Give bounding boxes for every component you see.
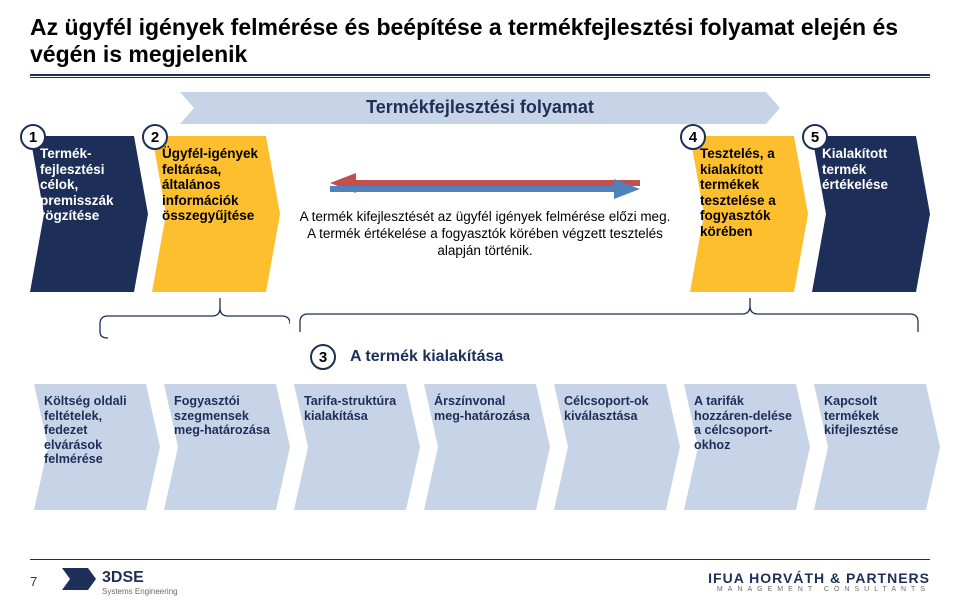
substep-3-label: Tarifa-struktúra kialakítása — [304, 394, 408, 423]
page-number: 7 — [30, 574, 48, 589]
subtitle-text: Termékfejlesztési folyamat — [366, 97, 594, 117]
center-column: A termék kifejlesztését az ügyfél igénye… — [284, 136, 686, 296]
center-text-1: A termék kifejlesztését az ügyfél igénye… — [300, 209, 671, 226]
center-text-2: A termék értékelése a fogyasztók körében… — [290, 226, 680, 260]
substep-2: Fogyasztói szegmensek meg-határozása — [164, 384, 290, 514]
substep-3: Tarifa-struktúra kialakítása — [294, 384, 420, 514]
substep-7-label: Kapcsolt termékek kifejlesztése — [824, 394, 928, 437]
step-4-label: Tesztelés, a kialakított termékek teszte… — [700, 146, 796, 239]
step-4: 4 Tesztelés, a kialakított termékek tesz… — [690, 136, 808, 296]
substep-6-label: A tarifák hozzáren-delése a célcsoport-o… — [694, 394, 798, 452]
right-logo-bottom: MANAGEMENT CONSULTANTS — [708, 586, 930, 593]
double-arrow-icon — [330, 173, 640, 199]
footer-left: 7 3DSE Systems Engineering — [30, 564, 192, 598]
brace-row — [30, 300, 930, 344]
step-5-label: Kialakított termék értékelése — [822, 146, 918, 193]
step-2-label: Ügyfél-igények feltárása, általános info… — [162, 146, 268, 224]
slide: Az ügyfél igények felmérése és beépítése… — [0, 0, 960, 608]
substep-2-label: Fogyasztói szegmensek meg-határozása — [174, 394, 278, 437]
footer: 7 3DSE Systems Engineering IFUA HORVÁTH … — [30, 559, 930, 598]
step-3-label: A termék kialakítása — [350, 348, 503, 366]
step-badge-3: 3 — [310, 344, 336, 370]
svg-text:3DSE: 3DSE — [102, 569, 144, 586]
svg-text:Systems Engineering: Systems Engineering — [102, 587, 178, 596]
step-2: 2 Ügyfél-igények feltárása, általános in… — [152, 136, 280, 296]
substep-4: Árszínvonal meg-határozása — [424, 384, 550, 514]
step-5: 5 Kialakított termék értékelése — [812, 136, 930, 296]
row2-header: 3 A termék kialakítása — [310, 344, 930, 370]
left-logo: 3DSE Systems Engineering — [62, 564, 192, 598]
right-logo: IFUA HORVÁTH & PARTNERS MANAGEMENT CONSU… — [708, 570, 930, 593]
step-1: 1 Termék-fejlesztési célok, premisszák r… — [30, 136, 148, 296]
right-logo-top: IFUA HORVÁTH & PARTNERS — [708, 570, 930, 586]
substep-6: A tarifák hozzáren-delése a célcsoport-o… — [684, 384, 810, 514]
title-underline — [30, 74, 930, 78]
row1: 1 Termék-fejlesztési célok, premisszák r… — [30, 136, 930, 296]
row2: Költség oldali feltételek, fedezet elvár… — [30, 384, 930, 514]
substep-5-label: Célcsoport-ok kiválasztása — [564, 394, 668, 423]
substep-5: Célcsoport-ok kiválasztása — [554, 384, 680, 514]
title-block: Az ügyfél igények felmérése és beépítése… — [30, 14, 930, 78]
substep-1: Költség oldali feltételek, fedezet elvár… — [34, 384, 160, 514]
step-1-label: Termék-fejlesztési célok, premisszák rög… — [40, 146, 136, 224]
subtitle-chevron: Termékfejlesztési folyamat — [180, 92, 780, 124]
substep-4-label: Árszínvonal meg-határozása — [434, 394, 538, 423]
left-brace — [30, 298, 290, 344]
substep-7: Kapcsolt termékek kifejlesztése — [814, 384, 940, 514]
page-title: Az ügyfél igények felmérése és beépítése… — [30, 14, 930, 68]
right-brace — [290, 298, 930, 344]
substep-1-label: Költség oldali feltételek, fedezet elvár… — [44, 394, 148, 466]
